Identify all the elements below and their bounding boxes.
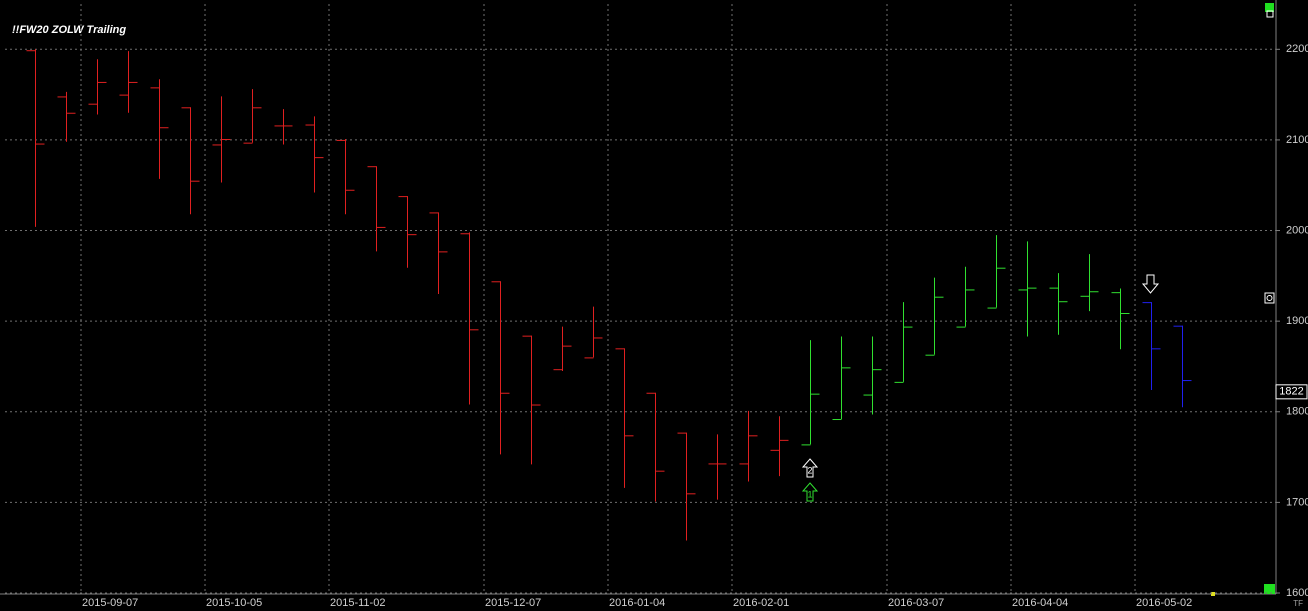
x-tick-label: 2016-03-07: [888, 597, 944, 609]
corner-label: TF: [1293, 599, 1303, 608]
signal-label: 1: [807, 489, 812, 499]
y-tick-label: 2200: [1286, 43, 1308, 55]
x-tick-label: 2016-02-01: [733, 597, 789, 609]
y-tick-label: 2100: [1286, 134, 1308, 146]
x-tick-label: 2016-01-04: [609, 597, 665, 609]
x-tick-label: 2016-05-02: [1136, 597, 1192, 609]
corner-button[interactable]: [1265, 3, 1274, 12]
x-tick-label: 2015-12-07: [485, 597, 541, 609]
buy-signal-arrow: [801, 458, 819, 478]
marker: [1211, 592, 1215, 596]
x-tick-label: 2015-11-02: [330, 597, 385, 609]
last-price-label: 1822: [1279, 386, 1303, 398]
x-tick-label: 2016-04-04: [1012, 597, 1068, 609]
last-price-box: [1275, 384, 1308, 400]
x-tick-label: 2015-10-05: [206, 597, 262, 609]
chart-title: !!FW20 ZOLW Trailing: [12, 24, 126, 36]
scale-handle[interactable]: [1264, 292, 1275, 304]
y-tick-label: 2000: [1286, 224, 1308, 236]
y-tick-label: 1900: [1286, 315, 1308, 327]
x-tick-label: 2015-09-07: [82, 597, 138, 609]
y-tick-label: 1700: [1286, 496, 1308, 508]
buy-signal-arrow: [801, 482, 819, 502]
y-tick-label: 1600: [1286, 587, 1308, 599]
corner-icon[interactable]: [1266, 10, 1274, 18]
y-tick-label: 1800: [1286, 406, 1308, 418]
corner-button[interactable]: [1264, 584, 1275, 594]
sell-signal-arrow: [1141, 274, 1160, 294]
scale-handle-icon: [1266, 295, 1273, 301]
signal-label: 2: [807, 465, 812, 475]
